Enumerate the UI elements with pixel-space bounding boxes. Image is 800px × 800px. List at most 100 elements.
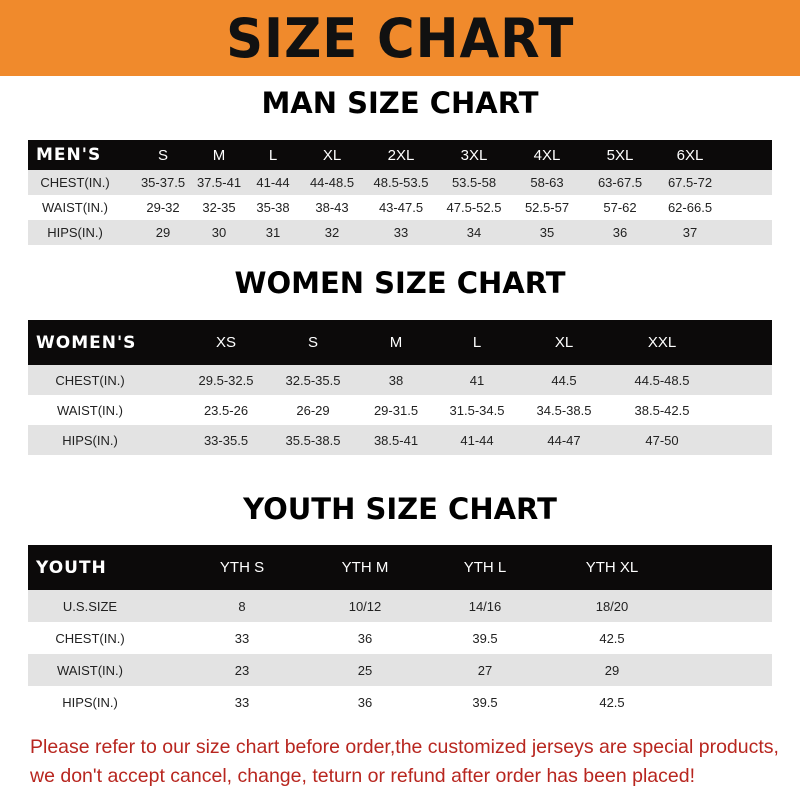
women-section-title: WOMEN SIZE CHART (234, 266, 566, 300)
table-row: CHEST(IN.) 29.5-32.5 32.5-35.5 38 41 44.5 44.5… (28, 365, 772, 395)
size-column-header: YTH XL (585, 559, 639, 576)
measurement-cell: 63-67.5 (597, 175, 643, 190)
notice-line-2: we don't accept cancel, change, teturn o… (30, 765, 695, 787)
measurement-cell: 14/16 (468, 598, 502, 614)
measurement-cell: 53.5-58 (451, 175, 497, 190)
row-label: WAIST(IN.) (57, 662, 123, 678)
measurement-cell: 48.5-53.5 (373, 175, 429, 190)
men-section-title: MAN SIZE CHART (261, 86, 539, 120)
measurement-cell: 8 (238, 598, 246, 614)
size-column-header: M (389, 334, 403, 351)
measurement-cell: 29-32 (146, 200, 180, 215)
measurement-cell: 41-44 (256, 175, 290, 190)
measurement-cell: 36 (612, 225, 628, 240)
measurement-cell: 36 (357, 694, 373, 710)
measurement-cell: 25 (357, 662, 373, 678)
measurement-cell: 36 (357, 630, 373, 646)
size-column-header: M (212, 146, 226, 164)
row-label: WAIST(IN.) (57, 402, 123, 418)
measurement-cell: 44-47 (547, 432, 581, 448)
notice-line-1: Please refer to our size chart before or… (30, 736, 779, 758)
size-column-header: XS (215, 334, 237, 351)
measurement-cell: 44-48.5 (309, 175, 355, 190)
table-row: CHEST(IN.) 33 36 39.5 42.5 (28, 622, 772, 654)
measurement-cell: 30 (211, 225, 227, 240)
size-column-header: L (472, 334, 482, 351)
measurement-cell: 58-63 (530, 175, 564, 190)
row-label: CHEST(IN.) (40, 175, 110, 190)
size-column-header: 3XL (460, 146, 488, 164)
women-size-table: WOMEN'S XS S M L XL XXL CHEST(IN.) 29.5-32.5 32.5… (28, 320, 772, 455)
measurement-cell: 47-50 (645, 432, 679, 448)
measurement-cell: 31 (265, 225, 281, 240)
measurement-cell: 29 (604, 662, 620, 678)
size-chart-banner: SIZE CHART (0, 0, 800, 76)
measurement-cell: 47.5-52.5 (446, 200, 502, 215)
measurement-cell: 62-66.5 (667, 200, 713, 215)
measurement-cell: 35-37.5 (140, 175, 186, 190)
measurement-cell: 39.5 (472, 630, 498, 646)
size-column-header: S (307, 334, 319, 351)
size-column-header: XL (322, 146, 342, 164)
table-header-label: WOMEN'S (36, 332, 137, 353)
table-row: HIPS(IN.) 33-35.5 35.5-38.5 38.5-41 41-44 44-… (28, 425, 772, 455)
table-header-label: YOUTH (36, 557, 107, 578)
measurement-cell: 33 (393, 225, 409, 240)
size-column-header: 4XL (533, 146, 561, 164)
measurement-cell: 26-29 (296, 402, 330, 418)
table-row: HIPS(IN.) 29 30 31 32 33 34 35 36 37 (28, 220, 772, 245)
measurement-cell: 33 (234, 630, 250, 646)
measurement-cell: 37.5-41 (196, 175, 242, 190)
measurement-cell: 42.5 (599, 630, 625, 646)
measurement-cell: 23 (234, 662, 250, 678)
measurement-cell: 37 (682, 225, 698, 240)
row-label: CHEST(IN.) (55, 372, 125, 388)
measurement-cell: 43-47.5 (378, 200, 424, 215)
measurement-cell: 31.5-34.5 (449, 402, 505, 418)
size-column-header: YTH S (219, 559, 265, 576)
row-label: WAIST(IN.) (42, 200, 108, 215)
table-row: HIPS(IN.) 33 36 39.5 42.5 (28, 686, 772, 718)
size-column-header: 5XL (606, 146, 634, 164)
measurement-cell: 33-35.5 (203, 432, 249, 448)
row-label: CHEST(IN.) (55, 630, 125, 646)
table-header-row: WOMEN'S XS S M L XL XXL (28, 320, 772, 365)
size-column-header: 2XL (387, 146, 415, 164)
measurement-cell: 52.5-57 (524, 200, 570, 215)
table-row: CHEST(IN.) 35-37.5 37.5-41 41-44 44-48.5 48.5… (28, 170, 772, 195)
size-column-header: S (157, 146, 169, 164)
measurement-cell: 35 (539, 225, 555, 240)
men-size-table: MEN'S S M L XL 2XL 3XL 4XL 5XL 6XL CHEST(IN.) 35-37… (28, 140, 772, 245)
table-header-label: MEN'S (36, 145, 102, 165)
measurement-cell: 42.5 (599, 694, 625, 710)
measurement-cell: 23.5-26 (203, 402, 249, 418)
size-column-header: YTH M (341, 559, 389, 576)
measurement-cell: 44.5 (551, 372, 577, 388)
measurement-cell: 32 (324, 225, 340, 240)
measurement-cell: 27 (477, 662, 493, 678)
size-column-header: XXL (647, 334, 677, 351)
measurement-cell: 32.5-35.5 (285, 372, 341, 388)
measurement-cell: 38 (388, 372, 404, 388)
measurement-cell: 35-38 (256, 200, 290, 215)
row-label: HIPS(IN.) (62, 432, 118, 448)
measurement-cell: 34.5-38.5 (536, 402, 592, 418)
order-notice: Please refer to our size chart before or… (30, 733, 790, 791)
main-title: SIZE CHART (225, 6, 575, 70)
row-label: HIPS(IN.) (62, 694, 118, 710)
row-label: HIPS(IN.) (47, 225, 103, 240)
row-label: U.S.SIZE (62, 598, 118, 614)
table-header-row: YOUTH YTH S YTH M YTH L YTH XL (28, 545, 772, 590)
measurement-cell: 29-31.5 (373, 402, 419, 418)
measurement-cell: 29.5-32.5 (198, 372, 254, 388)
table-row: U.S.SIZE 8 10/12 14/16 18/20 (28, 590, 772, 622)
measurement-cell: 10/12 (348, 598, 382, 614)
table-row: WAIST(IN.) 23.5-26 26-29 29-31.5 31.5-34.5 34… (28, 395, 772, 425)
table-header-row: MEN'S S M L XL 2XL 3XL 4XL 5XL 6XL (28, 140, 772, 170)
size-column-header: 6XL (676, 146, 704, 164)
size-column-header: YTH L (463, 559, 507, 576)
youth-size-table: YOUTH YTH S YTH M YTH L YTH XL U.S.SIZE 8 10/12… (28, 545, 772, 718)
measurement-cell: 41 (469, 372, 485, 388)
measurement-cell: 38.5-41 (373, 432, 419, 448)
measurement-cell: 57-62 (603, 200, 637, 215)
